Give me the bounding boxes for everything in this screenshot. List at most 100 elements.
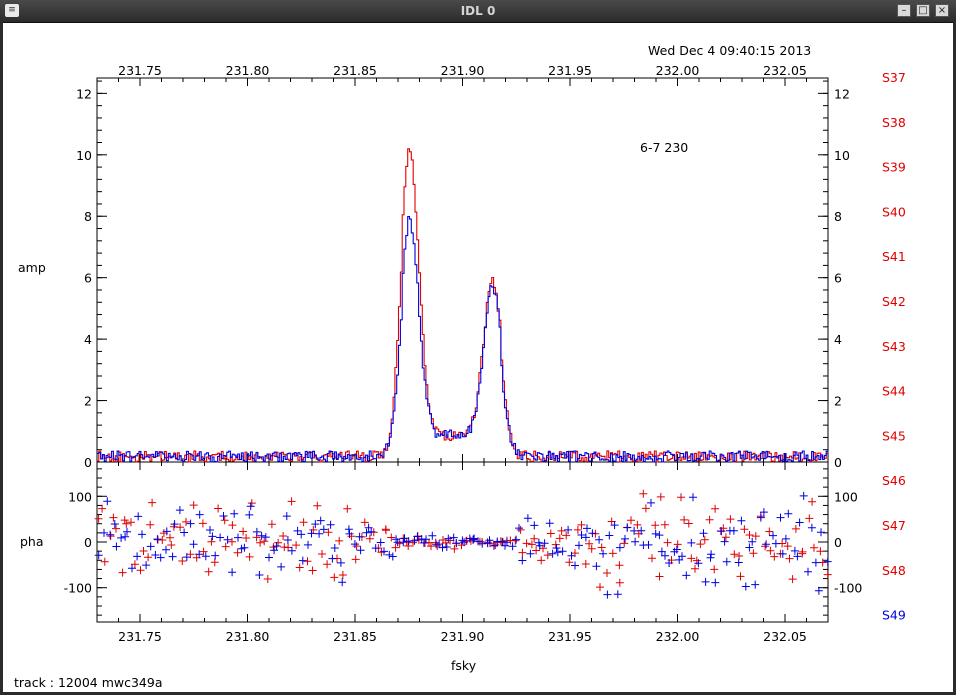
- pha-scatter-point: [318, 550, 326, 558]
- pha-scatter-point: [350, 540, 359, 549]
- pha-scatter-point: [142, 561, 151, 570]
- pha-scatter-point: [745, 531, 754, 539]
- pha-scatter-point: [146, 520, 155, 529]
- pha-scatter-point: [660, 520, 669, 529]
- pha-scatter-point: [182, 553, 191, 562]
- pha-scatter-point: [781, 534, 790, 543]
- baseline-label: S39: [882, 160, 906, 175]
- pha-scatter-point: [228, 537, 236, 546]
- title-bar[interactable]: ≡ IDL 0 – □ ×: [0, 0, 956, 23]
- pha-scatter-point: [615, 543, 624, 552]
- amp-y-tick-label-right: 10: [834, 148, 850, 163]
- pha-scatter-point: [230, 509, 239, 518]
- pha-scatter-point: [783, 542, 792, 551]
- pha-scatter-point: [295, 563, 304, 572]
- baseline-label: S45: [882, 428, 906, 443]
- pha-scatter-point: [657, 547, 666, 556]
- pha-scatter-point: [274, 538, 283, 547]
- pha-y-tick-label: 100: [68, 489, 92, 504]
- pha-scatter-point: [326, 520, 335, 529]
- pha-scatter-point: [811, 558, 820, 567]
- pha-scatter-point: [371, 544, 380, 553]
- pha-axis-label: pha: [20, 534, 44, 549]
- bottom-x-tick-label: 232.00: [656, 629, 700, 644]
- amp-series-line: [97, 148, 828, 463]
- pha-scatter-point: [823, 557, 832, 566]
- pha-scatter-point: [585, 539, 594, 548]
- pha-scatter-point: [106, 532, 115, 541]
- maximize-icon[interactable]: □: [916, 4, 930, 17]
- pha-scatter-point: [240, 543, 249, 552]
- pha-scatter-point: [651, 521, 660, 530]
- minimize-icon[interactable]: –: [897, 4, 911, 17]
- pha-scatter-point: [422, 535, 430, 544]
- pha-scatter-point: [121, 532, 130, 541]
- bottom-x-tick-label: 231.95: [548, 629, 592, 644]
- amp-y-tick-label: 0: [84, 455, 92, 470]
- pha-scatter-point: [189, 540, 198, 549]
- pha-scatter-point: [460, 538, 469, 547]
- pha-scatter-point: [433, 541, 442, 550]
- pha-scatter-point: [573, 525, 582, 534]
- pha-scatter-point: [793, 552, 802, 561]
- pha-scatter-point: [699, 529, 708, 538]
- pha-scatter-point: [352, 542, 361, 551]
- pha-scatter-point: [336, 558, 345, 567]
- pha-scatter-point: [751, 580, 760, 589]
- pha-scatter-point: [220, 516, 229, 525]
- pha-scatter-point: [409, 538, 417, 547]
- pha-scatter-point: [490, 541, 498, 550]
- pha-scatter-point: [109, 513, 118, 522]
- pha-scatter-point: [711, 504, 720, 513]
- pha-scatter-point: [279, 532, 288, 540]
- pha-scatter-point: [323, 560, 332, 569]
- pha-scatter-point: [435, 540, 444, 549]
- pha-scatter-point: [639, 489, 648, 498]
- baseline-label: S38: [882, 115, 906, 130]
- pha-scatter-point: [186, 519, 195, 528]
- pha-scatter-point: [785, 554, 794, 563]
- menu-icon[interactable]: ≡: [5, 4, 19, 17]
- pha-y-tick-label-right: -100: [834, 581, 862, 596]
- pha-scatter-point: [123, 527, 131, 536]
- amp-y-tick-label-right: 2: [834, 394, 842, 409]
- pha-scatter-point: [818, 558, 827, 567]
- pha-scatter-point: [270, 546, 279, 555]
- pha-scatter-point: [136, 566, 145, 575]
- bottom-x-tick-label: 231.90: [441, 629, 485, 644]
- amp-axis-label: amp: [18, 260, 46, 275]
- pha-y-tick-label-right: 100: [834, 489, 858, 504]
- pha-scatter-point: [577, 520, 586, 529]
- pha-scatter-point: [631, 537, 640, 546]
- pha-scatter-point: [522, 539, 531, 548]
- baseline-label: S49: [882, 608, 906, 623]
- pha-scatter-point: [98, 504, 107, 513]
- pha-scatter-point: [673, 540, 682, 549]
- pha-scatter-point: [219, 512, 228, 520]
- baseline-label: S46: [882, 473, 906, 488]
- pha-scatter-point: [265, 553, 273, 562]
- pha-scatter-point: [283, 536, 292, 544]
- window-title: IDL 0: [460, 4, 496, 18]
- plot-label: 6-7 230: [640, 140, 688, 155]
- pha-scatter-point: [627, 516, 635, 525]
- pha-scatter-point: [661, 551, 669, 560]
- pha-scatter-point: [581, 560, 590, 568]
- pha-scatter-point: [413, 532, 422, 541]
- pha-scatter-point: [293, 526, 302, 535]
- baseline-label: S44: [882, 384, 906, 399]
- pha-scatter-point: [784, 509, 793, 518]
- pha-scatter-point: [146, 542, 155, 551]
- pha-scatter-point: [100, 557, 109, 566]
- pha-scatter-point: [106, 530, 115, 539]
- pha-scatter-point: [530, 534, 539, 543]
- pha-scatter-point: [485, 536, 494, 545]
- pha-scatter-point: [360, 518, 369, 527]
- pha-scatter-point: [138, 530, 146, 539]
- pha-scatter-point: [117, 533, 126, 542]
- close-icon[interactable]: ×: [935, 4, 949, 17]
- pha-scatter-point: [595, 535, 604, 544]
- pha-scatter-point: [526, 549, 535, 558]
- pha-scatter-point: [557, 526, 566, 535]
- pha-scatter-point: [328, 554, 337, 563]
